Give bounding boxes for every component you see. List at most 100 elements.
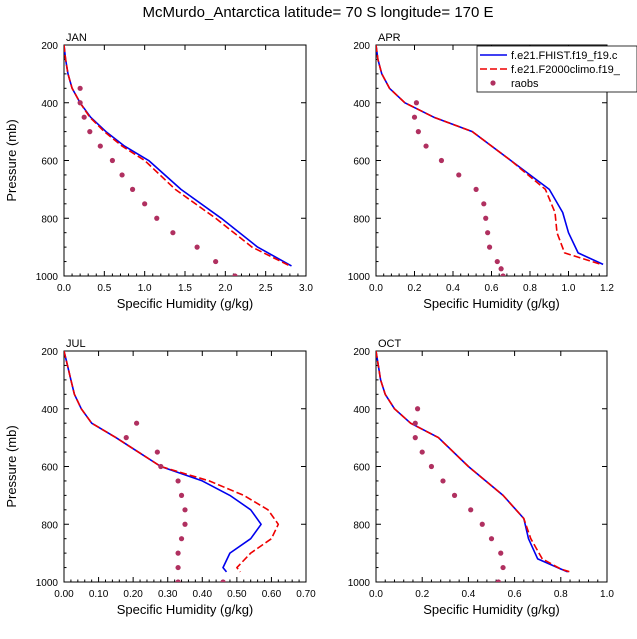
fhist-line — [64, 45, 292, 267]
raobs-point — [213, 258, 219, 265]
x-axis-label: Specific Humidity (g/kg) — [117, 602, 254, 617]
x-tick-label: 0.4 — [446, 283, 460, 294]
f2000climo-line — [376, 45, 602, 266]
x-tick-label: 0.2 — [415, 589, 429, 600]
legend-label: f.e21.FHIST.f19_f19.c — [511, 50, 618, 62]
raobs-point — [414, 406, 421, 412]
raobs-point — [134, 420, 140, 426]
raobs-point — [485, 230, 491, 236]
x-tick-label: 2.5 — [259, 283, 273, 294]
raobs-point — [77, 100, 83, 106]
x-tick-label: 0.0 — [369, 589, 383, 600]
y-tick-label: 400 — [353, 405, 370, 416]
y-tick-label: 800 — [353, 214, 370, 225]
raobs-point — [498, 550, 504, 556]
x-tick-label: 3.0 — [299, 283, 313, 294]
raobs-point — [170, 230, 176, 236]
raobs-point — [412, 420, 418, 426]
panel-label: JUL — [66, 338, 86, 350]
x-tick-label: 0.70 — [296, 589, 316, 600]
raobs-point — [500, 273, 506, 276]
y-tick-label: 200 — [41, 347, 58, 358]
series-group — [376, 351, 571, 582]
plot-frame — [63, 44, 307, 277]
x-tick-label: 1.0 — [562, 283, 576, 294]
panel-oct: 0.0 0.2 0.4 0.6 0.8 1.0 200 400 600 800 1000 OCT Spe… — [348, 338, 615, 617]
raobs-point — [411, 114, 418, 120]
legend-label: f.e21.F2000climo.f19_ — [511, 64, 621, 76]
raobs-point — [483, 215, 489, 221]
raobs-point — [97, 143, 103, 149]
raobs-point — [87, 129, 93, 135]
y-tick-label: 1000 — [348, 578, 371, 589]
x-tick-label: 0.8 — [554, 589, 568, 600]
raobs-point — [488, 536, 495, 542]
panel-apr: 0.0 0.2 0.4 0.6 0.8 1.0 1.2 200 400 600 800 1000 APR… — [348, 32, 637, 311]
y-tick-label: 800 — [353, 520, 370, 531]
x-tick-label: 1.0 — [138, 283, 152, 294]
x-tick-label: 0.30 — [158, 589, 178, 600]
raobs-point — [77, 85, 83, 91]
raobs-point — [412, 435, 418, 441]
x-tick-label: 2.0 — [218, 283, 232, 294]
raobs-point — [119, 172, 125, 178]
y-tick-label: 600 — [41, 463, 58, 474]
raobs-point — [495, 579, 502, 582]
plot-frame — [63, 350, 307, 583]
y-tick-label: 200 — [41, 41, 58, 52]
x-tick-label: 0.50 — [227, 589, 247, 600]
y-axis-label: Pressure (mb) — [4, 425, 19, 507]
series-group — [376, 45, 604, 276]
raobs-point — [154, 215, 160, 221]
fhist-line — [376, 351, 569, 573]
x-tick-label: 0.0 — [57, 283, 71, 294]
y-tick-label: 800 — [41, 520, 58, 531]
x-axis-label: Specific Humidity (g/kg) — [117, 296, 254, 311]
y-tick-label: 800 — [41, 214, 58, 225]
y-tick-label: 1000 — [36, 578, 59, 589]
x-tick-label: 0.60 — [262, 589, 282, 600]
y-tick-label: 600 — [353, 463, 370, 474]
raobs-point — [481, 201, 487, 207]
raobs-point — [182, 507, 188, 513]
raobs-point — [175, 550, 181, 556]
f2000climo-line — [64, 45, 291, 267]
raobs-point — [81, 114, 87, 120]
raobs-point — [158, 463, 164, 470]
raobs-point — [175, 478, 181, 484]
x-tick-label: 0.8 — [523, 283, 537, 294]
plot-frame — [375, 350, 608, 583]
y-tick-label: 600 — [41, 157, 58, 168]
panel-label: APR — [378, 32, 401, 44]
x-tick-label: 0.6 — [485, 283, 499, 294]
raobs-point — [468, 507, 474, 513]
y-tick-label: 600 — [353, 157, 370, 168]
raobs-point — [451, 492, 458, 498]
panel-jan: 0.0 0.5 1.0 1.5 2.0 2.5 3.0 200 400 600 800 1000 JAN… — [4, 32, 313, 311]
raobs-point — [498, 266, 504, 272]
x-tick-label: 1.5 — [178, 283, 192, 294]
legend-marker — [490, 80, 496, 86]
raobs-point — [178, 492, 185, 498]
raobs-point — [154, 449, 160, 455]
x-tick-label: 1.0 — [600, 589, 614, 600]
f2000climo-line — [64, 351, 280, 573]
y-tick-label: 1000 — [348, 272, 371, 283]
x-tick-label: 0.0 — [369, 283, 383, 294]
x-tick-label: 0.20 — [123, 589, 143, 600]
raobs-point — [175, 579, 181, 582]
raobs-point — [440, 478, 446, 484]
raobs-point — [415, 129, 421, 135]
y-tick-label: 200 — [353, 41, 370, 52]
x-tick-label: 0.6 — [508, 589, 522, 600]
figure-title: McMurdo_Antarctica latitude= 70 S longit… — [142, 4, 493, 21]
raobs-point — [129, 186, 136, 192]
y-tick-label: 400 — [41, 405, 58, 416]
raobs-point — [175, 564, 181, 571]
raobs-point — [438, 157, 445, 164]
series-group — [64, 45, 292, 276]
raobs-point — [494, 258, 500, 265]
x-tick-label: 1.2 — [600, 283, 614, 294]
panel-label: JAN — [66, 32, 87, 44]
